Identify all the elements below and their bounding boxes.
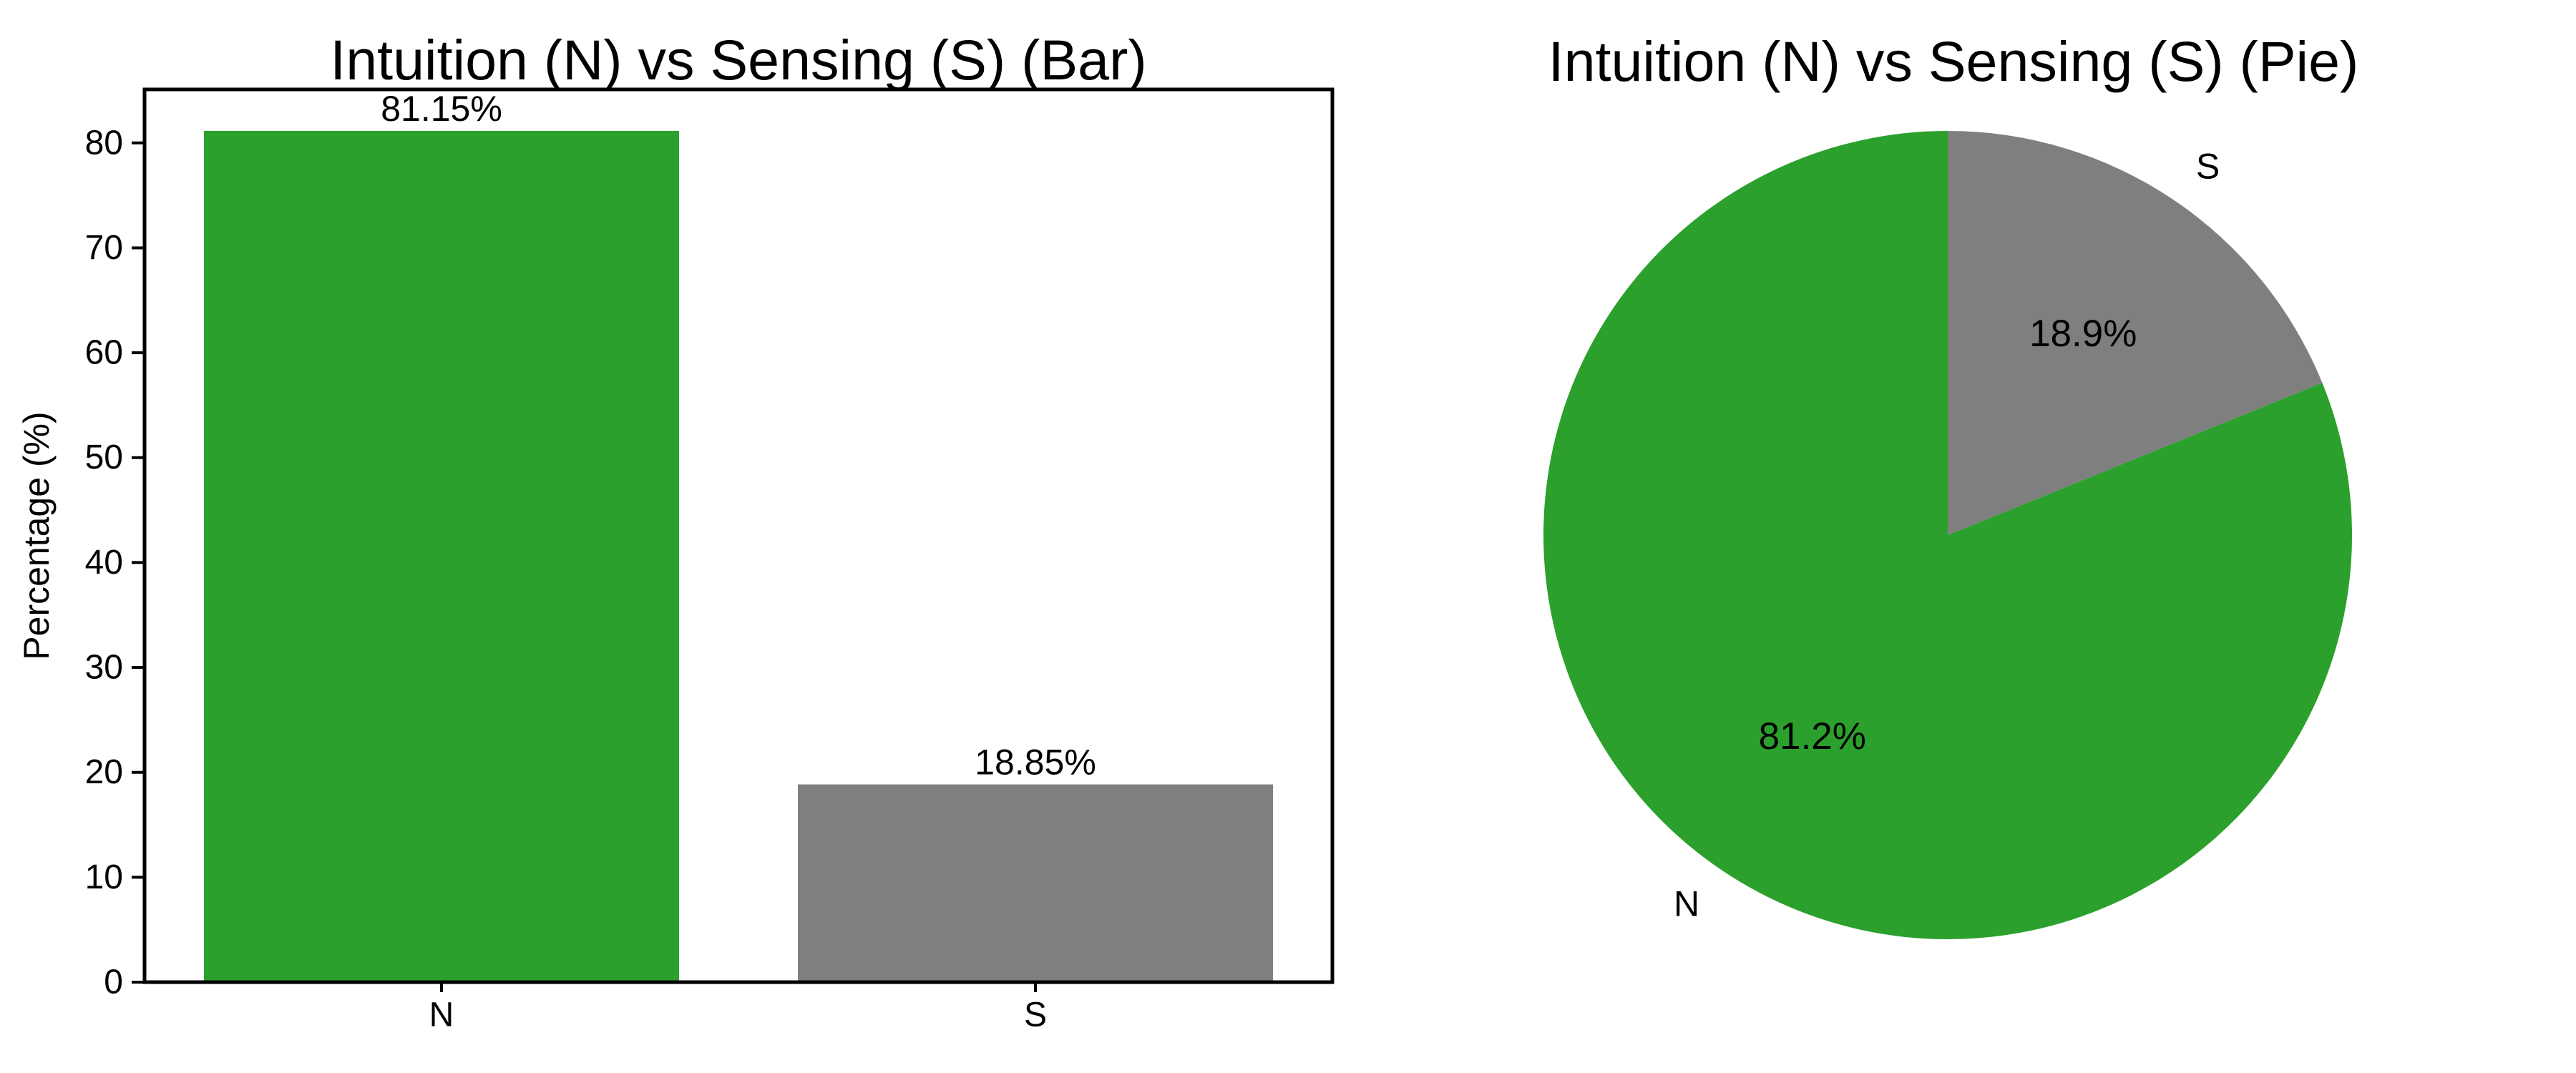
y-tick-label: 40 (85, 544, 123, 582)
bar-value-label: 18.85% (975, 743, 1096, 783)
pie-wedge (1948, 131, 2323, 535)
bar-chart-title: Intuition (N) vs Sensing (S) (Bar) (330, 28, 1146, 92)
pie-slice-label: N (1674, 884, 1699, 924)
pie-series (1543, 131, 2352, 939)
x-tick-label: N (429, 996, 454, 1034)
bar-y-axis-ticks: 0 10 20 30 40 50 60 70 80 (85, 124, 145, 1001)
y-tick-label: 20 (85, 753, 123, 791)
y-tick-label: 30 (85, 649, 123, 687)
pie-percentage-label: 18.9% (2029, 313, 2137, 355)
pie-text-labels: N 81.2% S 18.9% (1674, 146, 2220, 923)
bar (204, 130, 679, 983)
bar (798, 784, 1273, 982)
bar-series (204, 130, 1273, 983)
pie-percentage-label: 81.2% (1759, 715, 1866, 758)
pie-chart-axes: N 81.2% S 18.9% Intuition (N) vs Sensing (S… (1543, 29, 2358, 939)
x-tick-label: S (1024, 996, 1047, 1034)
bar-value-label: 81.15% (381, 89, 502, 129)
bar-plot-frame (142, 87, 1335, 984)
y-tick-label: 0 (104, 964, 123, 1001)
pie-chart-title: Intuition (N) vs Sensing (S) (Pie) (1548, 29, 2359, 93)
bar-value-labels: 81.15% 18.85% (381, 89, 1096, 783)
y-tick-label: 50 (85, 438, 123, 476)
y-tick-label: 10 (85, 858, 123, 896)
y-tick-label: 80 (85, 124, 123, 162)
bar-y-axis-title: Percentage (%) (16, 411, 57, 660)
pie-slice-label: S (2196, 146, 2220, 186)
y-tick-label: 70 (85, 229, 123, 267)
y-tick-label: 60 (85, 334, 123, 372)
